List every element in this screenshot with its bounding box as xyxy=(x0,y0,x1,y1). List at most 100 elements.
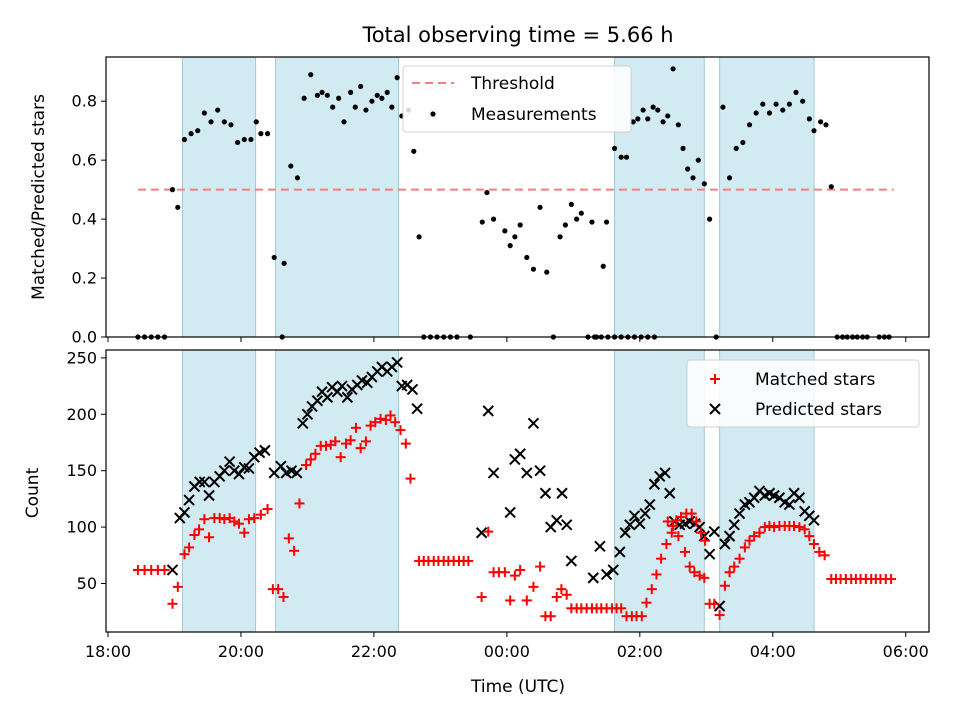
matched-star-point xyxy=(350,422,361,433)
cross-stroke xyxy=(198,476,211,488)
matched-star-point xyxy=(719,580,730,591)
cross-stroke xyxy=(644,498,656,511)
measurement-point xyxy=(348,89,354,95)
cross-stroke xyxy=(321,391,334,404)
measurement-point xyxy=(301,95,307,101)
cross-stroke xyxy=(614,546,626,558)
matched-star-point xyxy=(335,452,346,463)
matched-star-point xyxy=(794,522,805,533)
measurement-point xyxy=(479,219,485,225)
matched-star-point xyxy=(400,438,411,449)
bottom-y-tick-label: 200 xyxy=(66,405,97,424)
measurement-point xyxy=(603,219,610,225)
predicted-star-point xyxy=(733,507,746,520)
matched-star-point xyxy=(694,570,705,581)
matched-star-point xyxy=(808,539,819,550)
cross-stroke xyxy=(411,402,423,415)
measurement-point xyxy=(512,234,518,240)
predicted-star-point xyxy=(644,498,656,511)
predicted-star-point xyxy=(203,489,215,502)
predicted-star-point xyxy=(634,518,646,530)
predicted-star-point xyxy=(482,405,494,417)
measurement-point xyxy=(800,98,806,104)
measurement-point xyxy=(640,107,646,113)
predicted-star-point xyxy=(723,530,736,542)
measurement-point xyxy=(215,107,221,113)
predicted-star-point xyxy=(534,464,546,477)
matched-star-point xyxy=(214,513,225,524)
bottom-y-axis-label: Count xyxy=(23,467,43,518)
matched-star-point xyxy=(321,440,332,451)
predicted-star-point xyxy=(194,476,206,488)
predicted-star-point xyxy=(233,468,245,480)
cross-stroke xyxy=(693,521,706,533)
measurement-point xyxy=(726,175,733,181)
matched-star-point xyxy=(769,522,780,533)
predicted-star-point xyxy=(594,540,606,552)
legend-measurements-label: Measurements xyxy=(471,105,597,125)
cross-stroke xyxy=(475,527,488,539)
matched-star-point xyxy=(273,584,284,595)
measurement-point xyxy=(740,139,746,146)
matched-star-point xyxy=(515,564,526,575)
matched-star-point xyxy=(886,573,897,584)
predicted-star-point xyxy=(521,467,533,479)
x-tick-label: 04:00 xyxy=(750,642,796,661)
matched-star-point xyxy=(278,592,289,603)
matched-star-point xyxy=(535,561,546,572)
measurement-point xyxy=(490,216,497,222)
top-y-tick-label: 0.4 xyxy=(72,210,97,229)
measurement-points xyxy=(135,66,892,340)
matched-star-point xyxy=(691,516,702,527)
cross-stroke xyxy=(194,476,206,488)
measurement-point xyxy=(618,154,624,160)
top-axes: 0.0 0.2 0.4 0.6 0.8 xyxy=(72,56,930,347)
cross-stroke xyxy=(728,519,740,531)
measurement-point xyxy=(389,104,395,110)
cross-stroke xyxy=(594,540,606,552)
matched-star-point xyxy=(509,570,520,581)
cross-stroke xyxy=(639,507,651,520)
matched-star-point xyxy=(744,535,755,546)
matched-star-point xyxy=(561,589,572,600)
measurement-point xyxy=(746,122,753,128)
top-plot-frame xyxy=(105,56,930,338)
matched-star-point xyxy=(739,542,750,553)
matched-star-point xyxy=(385,410,396,421)
predicted-star-point xyxy=(728,519,740,531)
matched-star-point xyxy=(789,520,800,531)
measurement-point xyxy=(623,154,630,160)
measurement-point xyxy=(818,119,824,125)
predicted-star-point xyxy=(166,564,179,576)
cross-stroke xyxy=(391,356,403,369)
measurement-point xyxy=(578,210,584,216)
measurement-point xyxy=(319,89,325,95)
matched-star-point xyxy=(729,561,740,572)
cross-stroke xyxy=(291,467,303,479)
x-tick-label: 02:00 xyxy=(617,642,663,661)
cross-stroke xyxy=(708,525,720,538)
predicted-star-point xyxy=(639,507,651,520)
figure-title: Total observing time = 5.66 h xyxy=(361,23,673,47)
matched-star-point xyxy=(699,572,710,583)
measurement-point xyxy=(793,89,799,95)
bottom-y-tick-label: 50 xyxy=(77,574,97,593)
legend-threshold-label: Threshold xyxy=(470,74,555,94)
legend-measurements-swatch xyxy=(430,111,436,117)
measurement-point xyxy=(611,145,618,151)
cross-stroke xyxy=(301,408,314,421)
measurement-point xyxy=(574,216,580,222)
matched-star-point xyxy=(262,504,273,515)
measurement-point xyxy=(650,104,656,110)
cross-stroke xyxy=(624,519,636,531)
matched-star-point xyxy=(179,549,190,560)
matched-star-point xyxy=(814,546,825,557)
matched-star-point xyxy=(476,592,487,603)
predicted-star-point xyxy=(719,538,731,550)
x-tick-label: 20:00 xyxy=(218,642,264,661)
cross-stroke xyxy=(218,464,231,477)
matched-star-point xyxy=(676,511,687,522)
predicted-star-point xyxy=(243,462,255,475)
bottom-y-tick-label: 100 xyxy=(66,518,97,537)
matched-star-point xyxy=(668,520,679,531)
